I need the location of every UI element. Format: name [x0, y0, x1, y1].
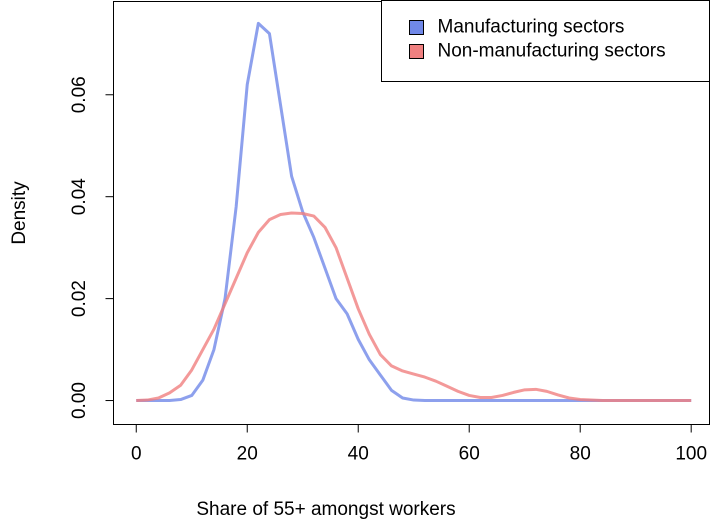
y-tick-label: 0.06 [69, 76, 90, 113]
y-tick-label: 0.00 [69, 382, 90, 419]
x-tick-label: 60 [459, 444, 480, 465]
y-axis-label: Density [9, 181, 30, 245]
legend-swatch [409, 20, 424, 35]
x-tick-label: 20 [237, 444, 258, 465]
legend-box [381, 0, 710, 82]
x-axis-label: Share of 55+ amongst workers [196, 499, 455, 520]
legend-label: Non-manufacturing sectors [438, 41, 666, 62]
x-tick-label: 80 [570, 444, 591, 465]
y-tick-label: 0.02 [69, 280, 90, 317]
y-tick-label: 0.04 [69, 178, 90, 215]
x-tick-label: 100 [675, 444, 707, 465]
x-tick-label: 0 [131, 444, 142, 465]
legend-swatch [409, 44, 424, 59]
x-tick-label: 40 [348, 444, 369, 465]
density-line [136, 211, 692, 403]
legend-label: Manufacturing sectors [438, 17, 625, 38]
